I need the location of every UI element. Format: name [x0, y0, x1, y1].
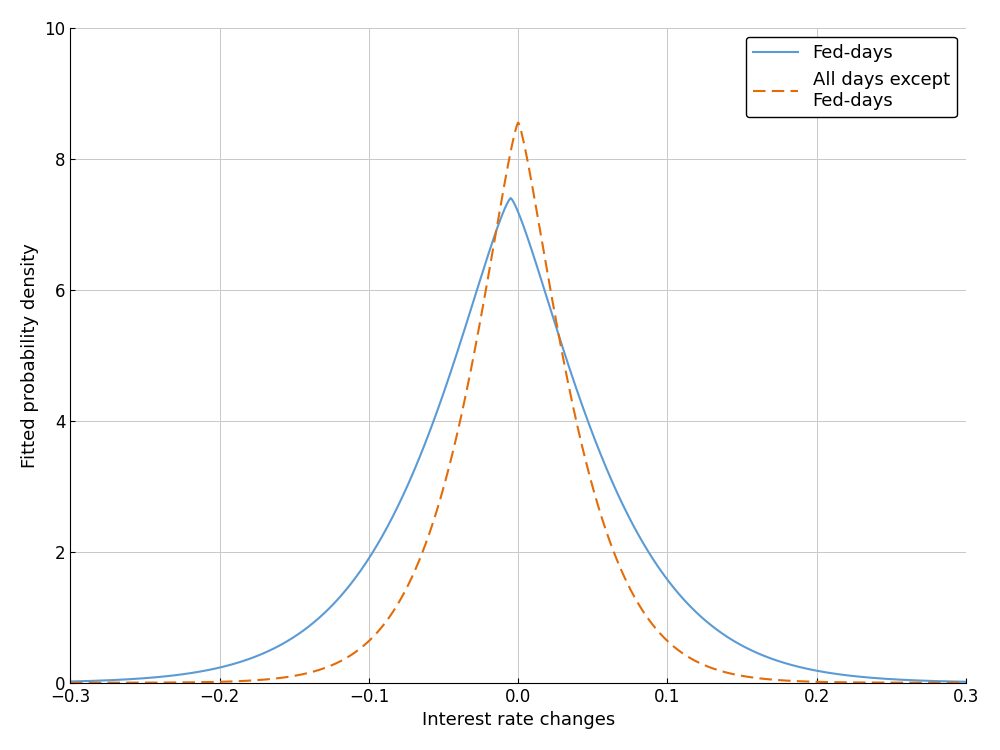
Fed-days [0, 678, 2, 687]
Fed-days [43, 677, 55, 686]
All days except
Fed-days [512, 118, 524, 128]
All days except
Fed-days [470, 338, 482, 347]
Fed-days [505, 194, 517, 202]
Legend: Fed-days, All days except
Fed-days: Fed-days, All days except Fed-days [746, 37, 957, 117]
Fed-days [498, 206, 510, 215]
Line: All days except
Fed-days: All days except Fed-days [0, 123, 1000, 682]
Fed-days [470, 288, 482, 297]
All days except
Fed-days [0, 678, 2, 687]
X-axis label: Interest rate changes: Interest rate changes [422, 711, 615, 729]
All days except
Fed-days [498, 183, 510, 192]
Y-axis label: Fitted probability density: Fitted probability density [21, 243, 39, 468]
All days except
Fed-days [813, 677, 825, 686]
All days except
Fed-days [43, 678, 55, 687]
Fed-days [813, 667, 825, 676]
Line: Fed-days: Fed-days [0, 198, 1000, 682]
